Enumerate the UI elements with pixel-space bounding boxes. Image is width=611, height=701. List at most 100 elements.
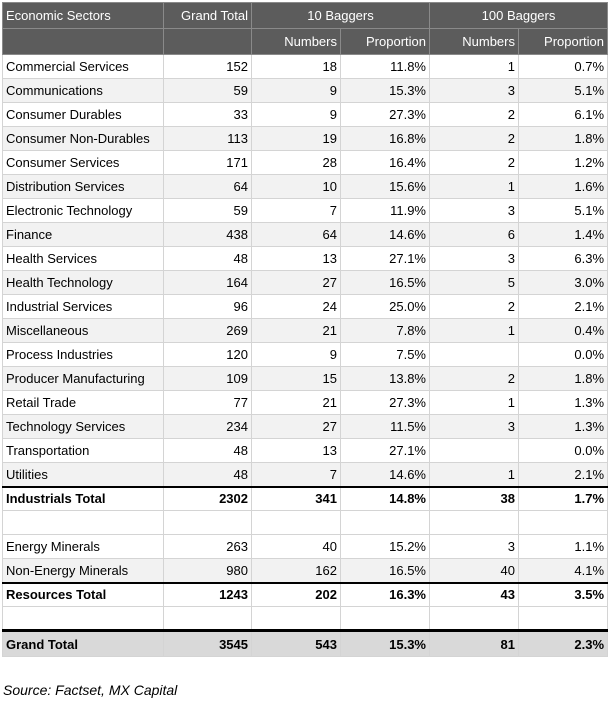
hundred-bagger-proportion-cell: 1.2% xyxy=(517,150,609,175)
hundred-bagger-proportion-cell: 3.5% xyxy=(517,581,609,607)
hundred-bagger-proportion-cell: 1.1% xyxy=(517,534,609,559)
header-blank xyxy=(2,28,164,55)
sector-cell: Technology Services xyxy=(2,414,164,439)
ten-bagger-proportion-cell: 27.3% xyxy=(340,390,430,415)
hundred-bagger-proportion-cell: 1.4% xyxy=(517,222,609,247)
header-row-2: Numbers Proportion Numbers Proportion xyxy=(2,28,609,55)
hundred-bagger-number-cell: 3 xyxy=(429,78,519,103)
grand-total-cell: 59 xyxy=(163,198,252,223)
table-row: Health Services 48 13 27.1% 3 6.3% xyxy=(2,246,609,271)
table-row: Consumer Durables 33 9 27.3% 2 6.1% xyxy=(2,102,609,127)
ten-bagger-proportion-cell: 14.8% xyxy=(340,485,430,511)
sector-cell: Distribution Services xyxy=(2,174,164,199)
grand-total-cell: 48 xyxy=(163,438,252,463)
grand-total-cell: 438 xyxy=(163,222,252,247)
ten-bagger-number-cell: 9 xyxy=(251,342,341,367)
sector-cell: Process Industries xyxy=(2,342,164,367)
sector-cell: Consumer Non-Durables xyxy=(2,126,164,151)
ten-bagger-proportion-cell: 14.6% xyxy=(340,462,430,487)
table-row: Non-Energy Minerals 980 162 16.5% 40 4.1% xyxy=(2,558,609,583)
table-row: Commercial Services 152 18 11.8% 1 0.7% xyxy=(2,54,609,79)
grand-total-cell: 269 xyxy=(163,318,252,343)
table-row: Technology Services 234 27 11.5% 3 1.3% xyxy=(2,414,609,439)
hundred-bagger-proportion-cell: 4.1% xyxy=(517,558,609,583)
header-grand-total: Grand Total xyxy=(163,2,252,29)
hundred-bagger-proportion-cell: 6.1% xyxy=(517,102,609,127)
ten-bagger-proportion-cell: 13.8% xyxy=(340,366,430,391)
empty-cell xyxy=(340,606,430,631)
grand-total-cell: 171 xyxy=(163,150,252,175)
grand-total-cell: 980 xyxy=(163,558,252,583)
grand-total-cell: 33 xyxy=(163,102,252,127)
sector-baggers-table: Economic Sectors Grand Total 10 Baggers … xyxy=(2,2,609,657)
hundred-bagger-proportion-cell: 1.3% xyxy=(517,390,609,415)
empty-cell xyxy=(163,606,252,631)
hundred-bagger-proportion-cell: 1.8% xyxy=(517,366,609,391)
table-row: Miscellaneous 269 21 7.8% 1 0.4% xyxy=(2,318,609,343)
grand-total-cell: 96 xyxy=(163,294,252,319)
ten-bagger-number-cell: 202 xyxy=(251,581,341,607)
resources-total-row: Resources Total 1243 202 16.3% 43 3.5% xyxy=(2,581,609,607)
ten-bagger-number-cell: 21 xyxy=(251,390,341,415)
header-100-numbers: Numbers xyxy=(429,28,519,55)
header-10-baggers: 10 Baggers xyxy=(251,2,430,29)
hundred-bagger-proportion-cell: 1.3% xyxy=(517,414,609,439)
table-row: Producer Manufacturing 109 15 13.8% 2 1.8% xyxy=(2,366,609,391)
ten-bagger-number-cell: 15 xyxy=(251,366,341,391)
header-blank xyxy=(163,28,252,55)
table-row: Communications 59 9 15.3% 3 5.1% xyxy=(2,78,609,103)
table-row: Industrial Services 96 24 25.0% 2 2.1% xyxy=(2,294,609,319)
header-economic-sectors: Economic Sectors xyxy=(2,2,164,29)
hundred-bagger-number-cell: 1 xyxy=(429,174,519,199)
grand-total-cell: 109 xyxy=(163,366,252,391)
hundred-bagger-number-cell: 1 xyxy=(429,462,519,487)
sector-cell: Health Services xyxy=(2,246,164,271)
table-row: Retail Trade 77 21 27.3% 1 1.3% xyxy=(2,390,609,415)
grand-total-cell: 48 xyxy=(163,462,252,487)
sector-cell: Industrials Total xyxy=(2,485,164,511)
ten-bagger-proportion-cell: 15.3% xyxy=(340,629,430,657)
ten-bagger-number-cell: 28 xyxy=(251,150,341,175)
sector-cell: Industrial Services xyxy=(2,294,164,319)
grand-total-cell: 152 xyxy=(163,54,252,79)
hundred-bagger-proportion-cell: 0.0% xyxy=(517,342,609,367)
ten-bagger-proportion-cell: 15.6% xyxy=(340,174,430,199)
ten-bagger-number-cell: 13 xyxy=(251,246,341,271)
ten-bagger-number-cell: 7 xyxy=(251,462,341,487)
ten-bagger-proportion-cell: 11.5% xyxy=(340,414,430,439)
hundred-bagger-number-cell: 2 xyxy=(429,150,519,175)
table-row: Energy Minerals 263 40 15.2% 3 1.1% xyxy=(2,534,609,559)
grand-total-cell: 2302 xyxy=(163,485,252,511)
table-row: Finance 438 64 14.6% 6 1.4% xyxy=(2,222,609,247)
table-row: Distribution Services 64 10 15.6% 1 1.6% xyxy=(2,174,609,199)
empty-cell xyxy=(340,510,430,535)
hundred-bagger-proportion-cell: 5.1% xyxy=(517,198,609,223)
empty-cell xyxy=(517,606,609,631)
sector-cell: Energy Minerals xyxy=(2,534,164,559)
empty-cell xyxy=(251,606,341,631)
sector-cell: Communications xyxy=(2,78,164,103)
grand-total-cell: 64 xyxy=(163,174,252,199)
hundred-bagger-number-cell: 3 xyxy=(429,414,519,439)
hundred-bagger-proportion-cell: 0.4% xyxy=(517,318,609,343)
ten-bagger-proportion-cell: 16.8% xyxy=(340,126,430,151)
grand-total-cell: 77 xyxy=(163,390,252,415)
ten-bagger-proportion-cell: 16.3% xyxy=(340,581,430,607)
sector-cell: Electronic Technology xyxy=(2,198,164,223)
hundred-bagger-number-cell xyxy=(429,342,519,367)
sector-cell: Producer Manufacturing xyxy=(2,366,164,391)
sector-cell: Resources Total xyxy=(2,581,164,607)
grand-total-cell: 113 xyxy=(163,126,252,151)
grand-total-cell: 59 xyxy=(163,78,252,103)
sector-cell: Utilities xyxy=(2,462,164,487)
grand-total-cell: 120 xyxy=(163,342,252,367)
hundred-bagger-proportion-cell: 2.1% xyxy=(517,294,609,319)
grand-total-cell: 234 xyxy=(163,414,252,439)
grand-total-cell: 1243 xyxy=(163,581,252,607)
hundred-bagger-number-cell: 81 xyxy=(429,629,519,657)
ten-bagger-proportion-cell: 15.2% xyxy=(340,534,430,559)
empty-cell xyxy=(429,510,519,535)
ten-bagger-number-cell: 10 xyxy=(251,174,341,199)
table-row: Consumer Non-Durables 113 19 16.8% 2 1.8% xyxy=(2,126,609,151)
